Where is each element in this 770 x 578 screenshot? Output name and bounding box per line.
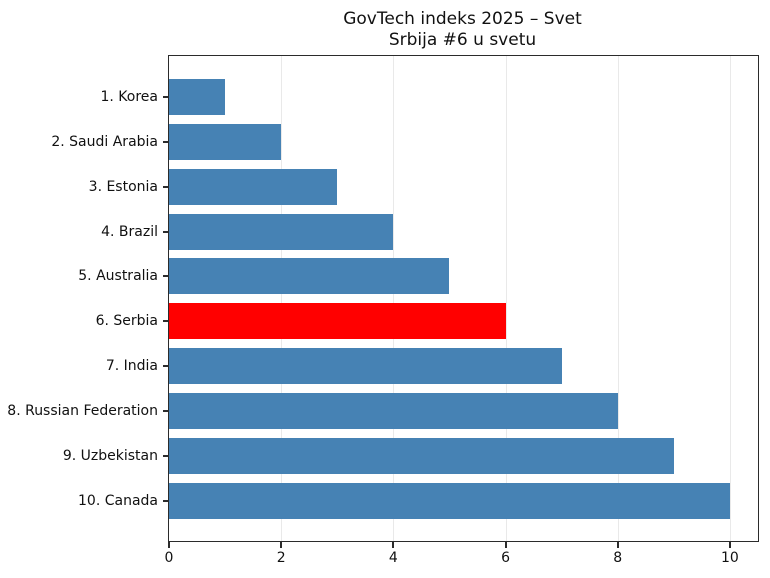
- gridline: [393, 56, 395, 541]
- x-axis-tick-label: 10: [721, 550, 739, 566]
- y-axis-label: 1. Korea: [100, 89, 159, 105]
- y-axis-label: 8. Russian Federation: [7, 402, 158, 419]
- x-axis-tick-label: 6: [501, 550, 511, 566]
- x-axis-tick-label: 4: [388, 550, 398, 566]
- y-tick-mark: [163, 365, 169, 368]
- y-tick-mark: [163, 454, 169, 457]
- x-axis-tick-label: 0: [164, 550, 174, 566]
- bar: [169, 348, 562, 385]
- y-tick-mark: [163, 409, 169, 412]
- plot-area: 1. Korea 2. Saudi Arabia 3. Estonia 4. Braz…: [7, 55, 759, 565]
- gridline: [617, 56, 619, 541]
- x-tick-mark: [616, 542, 619, 548]
- bar: [169, 123, 282, 160]
- y-tick-mark: [163, 275, 169, 278]
- x-tick-mark: [728, 542, 731, 548]
- y-axis-label: 7. India: [105, 358, 158, 375]
- y-tick-mark: [163, 185, 169, 188]
- y-tick-mark: [163, 320, 169, 323]
- y-tick-mark: [163, 230, 169, 233]
- y-tick-mark: [163, 499, 169, 502]
- y-axis-label: 3. Estonia: [88, 178, 158, 195]
- bar: [169, 258, 450, 295]
- chart-title: GovTech indeks 2025 – Svet: [343, 9, 582, 29]
- x-tick-mark: [392, 542, 395, 548]
- chart-title-block: GovTech indeks 2025 – Svet Srbija #6 u s…: [168, 9, 757, 51]
- x-tick-mark: [168, 542, 170, 548]
- x-axis-tick-label: 2: [276, 550, 286, 566]
- gridline: [729, 56, 731, 541]
- y-axis-label: 4. Brazil: [101, 223, 158, 240]
- y-tick-mark: [163, 96, 169, 98]
- y-axis-label: 9. Uzbekistan: [62, 447, 158, 464]
- x-axis-tick-label: 8: [613, 550, 623, 566]
- bar: [169, 79, 226, 115]
- bar: [169, 437, 674, 474]
- bar: [169, 213, 394, 250]
- y-tick-mark: [163, 140, 169, 143]
- x-tick-mark: [504, 542, 507, 548]
- bar: [169, 168, 338, 205]
- y-axis-label: 6. Serbia: [95, 313, 158, 330]
- gridline: [281, 56, 283, 541]
- x-tick-mark: [280, 542, 283, 548]
- y-axis-label: 10. Canada: [78, 492, 158, 509]
- y-axis-label: 5. Australia: [78, 268, 158, 285]
- y-axis-label: 2. Saudi Arabia: [51, 133, 158, 150]
- bar: [169, 392, 618, 429]
- bar: [169, 303, 506, 340]
- gridline: [505, 56, 507, 541]
- chart-subtitle: Srbija #6 u svetu: [388, 30, 537, 50]
- bar: [169, 482, 730, 519]
